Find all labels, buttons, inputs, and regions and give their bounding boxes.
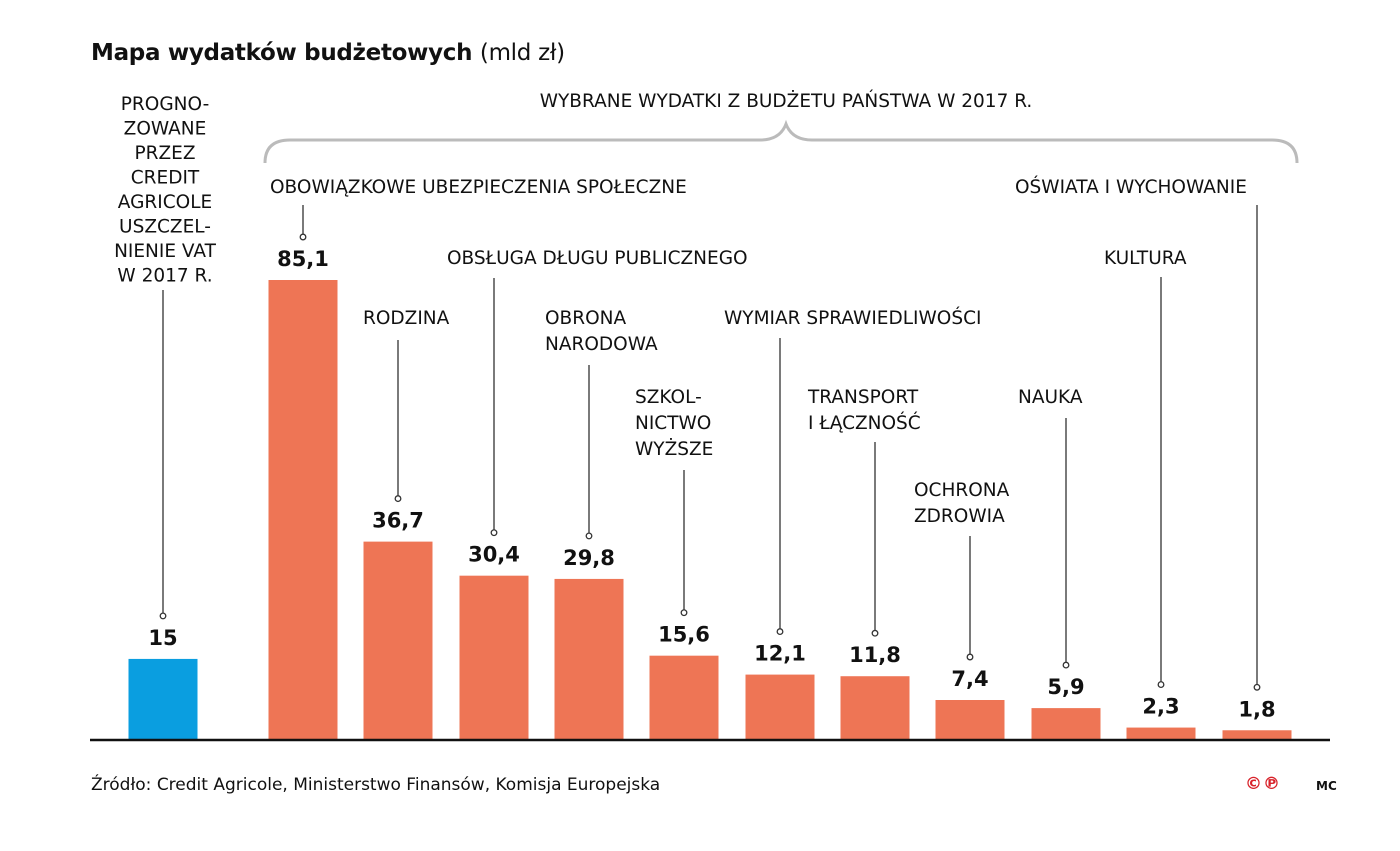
value-label: 85,1 (277, 247, 329, 271)
title-text: Mapa wydatków budżetowych (91, 40, 473, 66)
value-label: 15,6 (658, 623, 710, 647)
category-label: SZKOL-NICTWO WYŻSZE (635, 387, 713, 460)
leader-dot (159, 612, 167, 620)
value-label: 29,8 (563, 546, 615, 570)
leader-dot (966, 653, 974, 661)
category-label: OBRONA NARODOWA (545, 308, 658, 355)
value-label: 1,8 (1238, 697, 1275, 721)
bar (363, 541, 433, 740)
value-label: 7,4 (951, 667, 988, 691)
leader-dot (871, 629, 879, 637)
value-label: 15 (148, 626, 177, 650)
category-label: WYMIAR SPRAWIEDLIWOŚCI (724, 307, 981, 329)
bar (1126, 727, 1196, 740)
leader-dot (585, 532, 593, 540)
bar (128, 658, 198, 740)
bar (745, 674, 815, 740)
bar (459, 575, 529, 740)
bar (649, 655, 719, 740)
group-label: WYBRANE WYDATKI Z BUDŻETU PAŃSTWA W 2017… (539, 91, 1033, 112)
category-label: OŚWIATA I WYCHOWANIE (1015, 176, 1247, 198)
leader-dot (299, 233, 307, 241)
value-label: 12,1 (754, 642, 806, 666)
leader-dot (1062, 661, 1070, 669)
category-label: OBOWIĄZKOWE UBEZPIECZENIA SPOŁECZNE (270, 177, 687, 198)
category-label: RODZINA (363, 308, 450, 329)
group-brace (263, 119, 1299, 164)
category-label: KULTURA (1104, 248, 1187, 269)
category-label: OBSŁUGA DŁUGU PUBLICZNEGO (447, 248, 748, 269)
bar (935, 700, 1005, 740)
bar (1222, 730, 1292, 740)
leader-dot (1253, 683, 1261, 691)
value-label: 36,7 (372, 509, 424, 533)
leader-dot (1157, 681, 1165, 689)
bar (554, 578, 624, 740)
publisher-logo: ©℗ (1245, 774, 1281, 794)
category-label: PROGNO-ZOWANE PRZEZ CREDIT AGRICOLE USZCZEL-… (114, 94, 217, 287)
chart-title: Mapa wydatków budżetowych (mld zł) (91, 40, 565, 66)
leader-dot (776, 628, 784, 636)
source-note: Źródło: Credit Agricole, Ministerstwo Fi… (91, 775, 661, 795)
unit-text: (mld zł) (479, 40, 565, 66)
bar (840, 676, 910, 740)
leader-dot (394, 495, 402, 503)
bar (268, 280, 338, 740)
leader-dot (680, 609, 688, 617)
value-label: 30,4 (468, 543, 520, 567)
author-initials: MC (1316, 779, 1337, 793)
leader-dot (490, 529, 498, 537)
category-label: NAUKA (1018, 387, 1083, 408)
category-label: OCHRONA ZDROWIA (914, 480, 1010, 527)
value-label: 11,8 (849, 643, 901, 667)
value-label: 2,3 (1142, 695, 1179, 719)
bar (1031, 708, 1101, 740)
category-label: TRANSPORT I ŁĄCZNOŚĆ (807, 387, 921, 434)
value-label: 5,9 (1047, 675, 1084, 699)
